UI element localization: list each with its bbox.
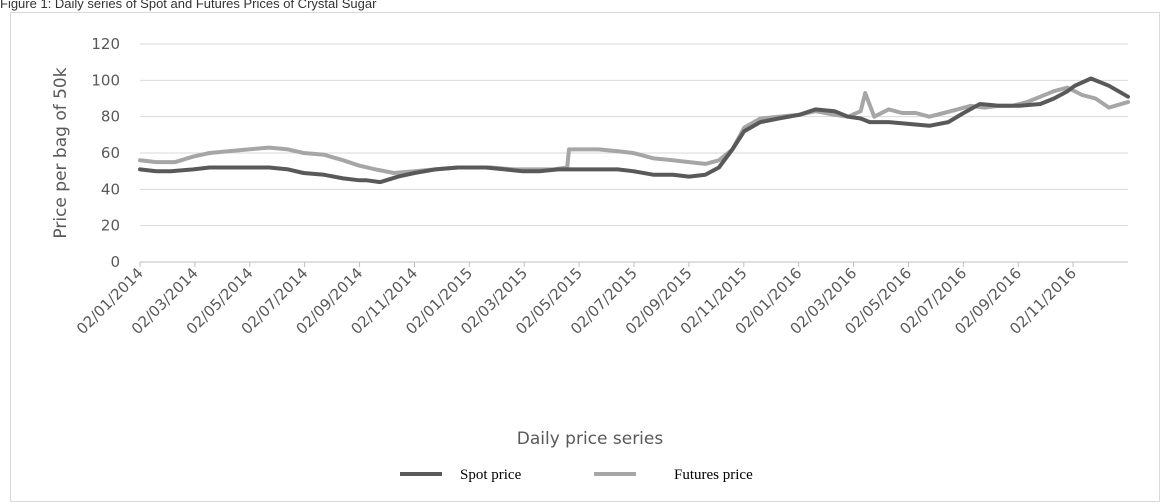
legend-label-futures: Futures price bbox=[674, 467, 753, 483]
x-axis-title: Daily price series bbox=[517, 429, 664, 449]
figure-caption: Figure 1: Daily series of Spot and Futur… bbox=[0, 0, 377, 11]
y-tick-label: 80 bbox=[101, 108, 120, 126]
y-axis-title: Price per bag of 50k bbox=[51, 67, 71, 238]
series-lines bbox=[138, 76, 1130, 185]
x-axis-ticks: 02/01/201402/03/201402/05/201402/07/2014… bbox=[73, 262, 1080, 338]
legend-label-spot: Spot price bbox=[460, 467, 522, 483]
legend: Spot price Futures price bbox=[400, 467, 753, 483]
y-axis-ticks: 0 20 40 60 80 100 120 bbox=[91, 35, 120, 271]
y-tick-label: 120 bbox=[91, 35, 120, 53]
chart-frame bbox=[10, 12, 1160, 502]
y-tick-label: 0 bbox=[110, 253, 120, 271]
futures-price-line bbox=[138, 85, 1130, 175]
y-tick-label: 60 bbox=[101, 144, 120, 162]
y-tick-label: 20 bbox=[101, 217, 120, 235]
y-tick-label: 40 bbox=[101, 180, 120, 198]
spot-price-line bbox=[138, 76, 1130, 185]
gridlines bbox=[140, 43, 1128, 227]
y-tick-label: 100 bbox=[91, 71, 120, 89]
